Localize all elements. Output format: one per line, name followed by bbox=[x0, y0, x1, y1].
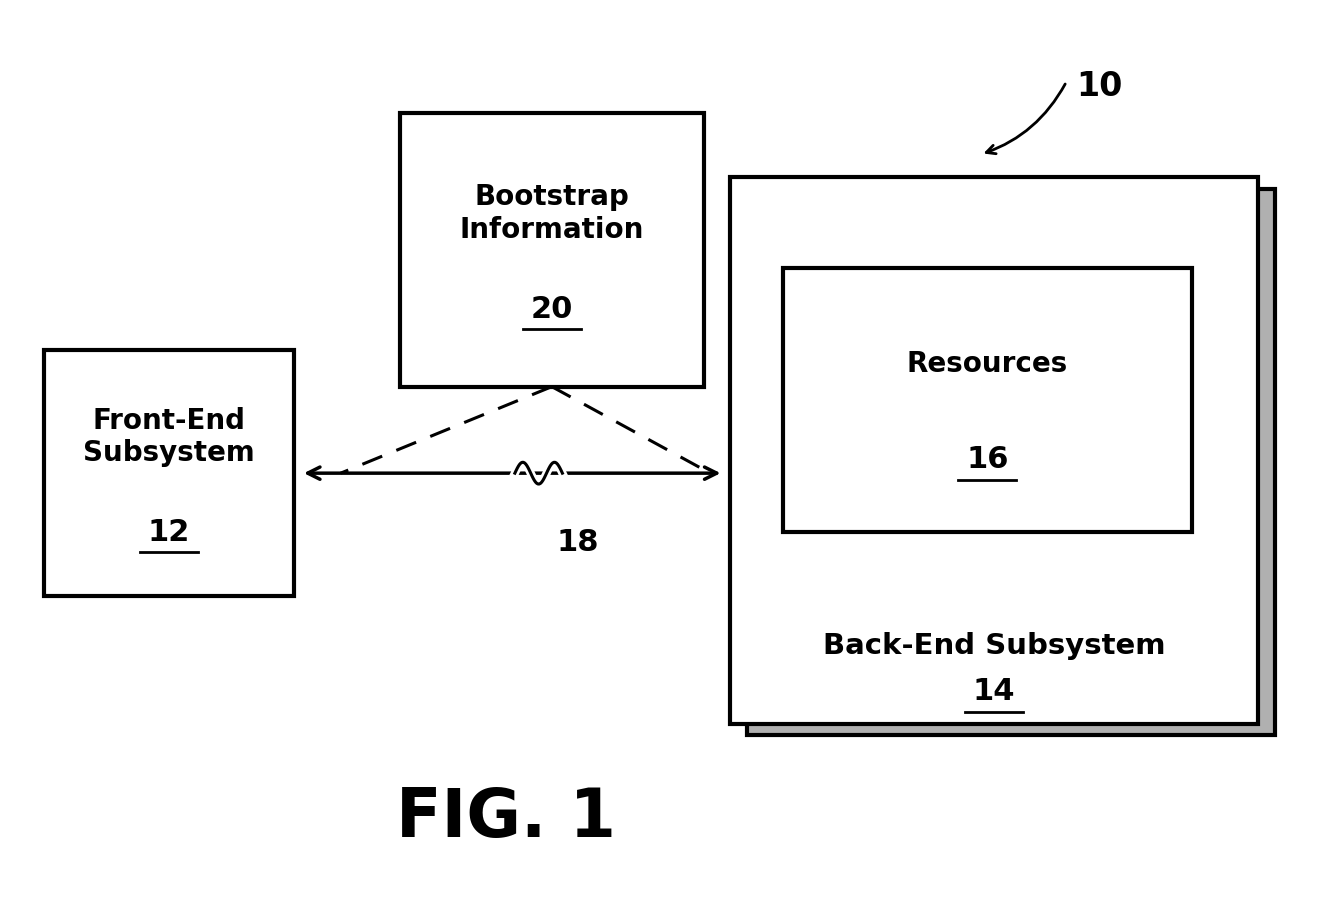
FancyBboxPatch shape bbox=[730, 177, 1258, 723]
FancyBboxPatch shape bbox=[782, 268, 1191, 532]
FancyBboxPatch shape bbox=[400, 113, 704, 387]
Text: Bootstrap
Information: Bootstrap Information bbox=[459, 184, 644, 244]
Text: 12: 12 bbox=[147, 517, 190, 547]
Text: 16: 16 bbox=[965, 445, 1008, 474]
Text: 10: 10 bbox=[1076, 70, 1122, 103]
Text: 14: 14 bbox=[972, 677, 1015, 706]
Text: FIG. 1: FIG. 1 bbox=[396, 785, 616, 851]
Text: Front-End
Subsystem: Front-End Subsystem bbox=[84, 406, 255, 467]
FancyBboxPatch shape bbox=[44, 350, 295, 596]
Text: Back-End Subsystem: Back-End Subsystem bbox=[822, 632, 1165, 660]
Text: 20: 20 bbox=[531, 295, 572, 323]
FancyBboxPatch shape bbox=[748, 189, 1275, 735]
Text: 18: 18 bbox=[556, 528, 599, 557]
Text: Resources: Resources bbox=[907, 350, 1068, 378]
